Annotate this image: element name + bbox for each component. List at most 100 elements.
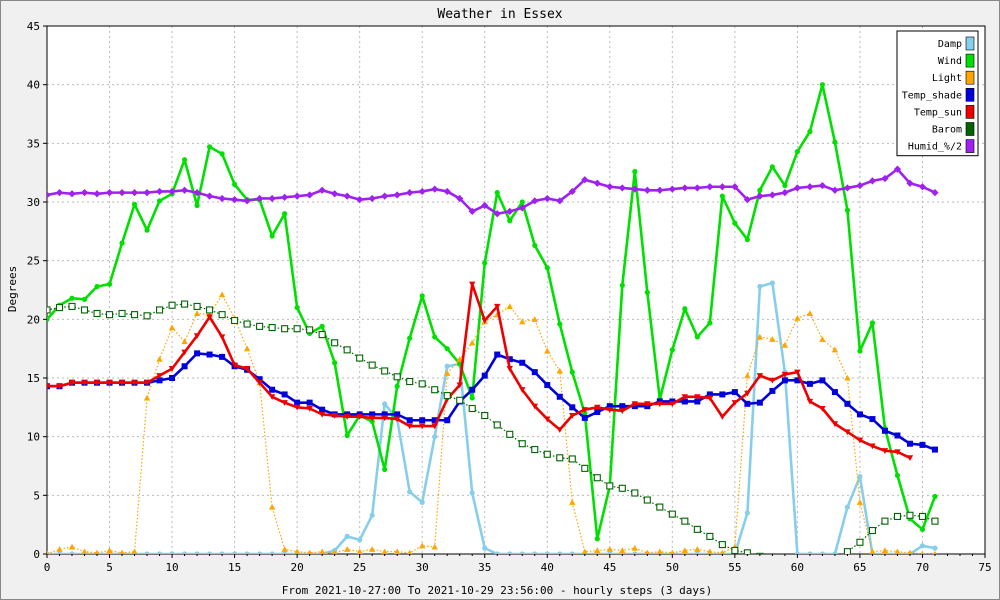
data-point-humid-2	[80, 189, 89, 197]
data-point-temp-sun	[343, 414, 351, 420]
data-point-wind	[919, 526, 926, 532]
data-point-humid-2	[268, 194, 276, 203]
data-point-light	[56, 546, 63, 552]
data-point-barom	[418, 380, 426, 388]
data-point-humid-2	[543, 194, 551, 203]
data-point-wind	[682, 306, 688, 312]
data-point-humid-2	[668, 185, 676, 193]
data-point-barom	[143, 312, 151, 320]
data-point-barom	[293, 325, 301, 333]
data-point-temp-sun	[256, 380, 263, 386]
data-point-light	[544, 347, 551, 354]
data-point-damp	[56, 551, 63, 554]
data-point-light	[368, 546, 376, 552]
data-point-temp-sun	[906, 455, 914, 461]
data-point-temp-sun	[869, 443, 876, 450]
data-point-light	[131, 548, 138, 554]
data-point-temp-shade	[469, 386, 476, 393]
data-point-light	[343, 546, 351, 552]
data-point-temp-sun	[681, 394, 689, 400]
data-point-humid-2	[331, 190, 339, 198]
data-point-barom	[218, 311, 226, 319]
data-point-damp	[194, 551, 200, 554]
data-point-damp	[407, 489, 413, 495]
data-point-damp	[819, 551, 826, 554]
data-point-temp-shade	[569, 404, 576, 411]
data-point-humid-2	[906, 179, 914, 187]
data-point-wind	[769, 164, 775, 170]
data-point-temp-sun	[506, 366, 513, 372]
data-point-damp	[519, 551, 525, 554]
x-tick-label: 20	[291, 561, 304, 574]
data-point-temp-shade	[369, 411, 376, 418]
data-point-wind	[757, 187, 763, 193]
data-point-humid-2	[556, 197, 564, 205]
data-point-humid-2	[806, 183, 814, 191]
data-point-humid-2	[393, 191, 401, 199]
data-point-temp-shade	[481, 372, 488, 379]
data-point-wind	[582, 410, 588, 416]
data-point-barom	[756, 552, 764, 554]
y-tick-label: 25	[27, 255, 40, 268]
data-point-light	[181, 338, 188, 345]
data-point-humid-2	[55, 189, 64, 197]
data-point-light	[669, 549, 675, 554]
data-point-temp-shade	[381, 411, 388, 418]
legend-swatch-temp-shade	[965, 88, 975, 102]
data-point-temp-shade	[894, 432, 901, 439]
y-axis-label: Degrees	[6, 266, 19, 312]
data-point-damp	[69, 551, 75, 554]
data-point-damp	[169, 551, 175, 554]
data-point-temp-shade	[619, 403, 626, 410]
data-point-temp-shade	[431, 417, 438, 424]
data-point-light	[444, 370, 451, 376]
data-point-temp-sun	[531, 403, 538, 410]
data-point-damp	[744, 510, 750, 516]
data-point-wind	[382, 466, 388, 473]
data-point-light	[419, 542, 426, 549]
data-point-temp-sun	[156, 373, 163, 379]
y-tick-label: 10	[27, 431, 40, 444]
data-point-temp-shade	[169, 375, 176, 381]
data-point-humid-2	[881, 174, 889, 183]
data-point-temp-shade	[919, 441, 926, 448]
data-point-humid-2	[493, 210, 501, 218]
data-point-barom	[268, 323, 276, 332]
data-point-barom	[606, 482, 614, 490]
data-point-temp-shade	[556, 393, 563, 400]
legend-label-barom: Barom	[932, 125, 962, 136]
data-point-light	[644, 549, 650, 554]
data-point-temp-sun	[894, 449, 901, 456]
data-point-temp-shade	[706, 391, 713, 398]
data-point-light	[394, 548, 401, 554]
data-point-damp	[544, 551, 550, 554]
data-point-temp-shade	[219, 353, 226, 360]
data-point-humid-2	[93, 190, 101, 198]
data-point-temp-shade	[181, 363, 188, 370]
data-point-humid-2	[643, 186, 651, 194]
data-point-temp-shade	[419, 417, 426, 424]
data-point-wind	[47, 316, 50, 322]
data-point-barom	[668, 510, 676, 518]
legend-swatch-temp-sun	[965, 105, 975, 119]
data-point-light	[656, 548, 663, 554]
data-point-barom	[706, 532, 714, 540]
data-point-wind	[619, 282, 625, 288]
data-point-wind	[482, 260, 488, 266]
data-point-damp	[269, 551, 275, 554]
legend-label-temp-sun: Temp_sun	[914, 107, 962, 118]
data-point-wind	[544, 265, 550, 271]
data-point-humid-2	[243, 197, 251, 205]
data-point-barom	[318, 331, 326, 339]
plot-area	[47, 26, 985, 554]
data-point-humid-2	[180, 186, 189, 194]
data-point-light	[407, 549, 413, 554]
data-point-barom	[243, 320, 251, 328]
x-tick-label: 75	[978, 561, 991, 574]
data-point-wind	[694, 334, 700, 340]
data-point-humid-2	[343, 192, 351, 200]
data-point-barom	[130, 311, 139, 319]
x-tick-label: 70	[916, 561, 929, 574]
data-point-temp-sun	[281, 400, 288, 406]
x-tick-label: 10	[165, 561, 178, 574]
